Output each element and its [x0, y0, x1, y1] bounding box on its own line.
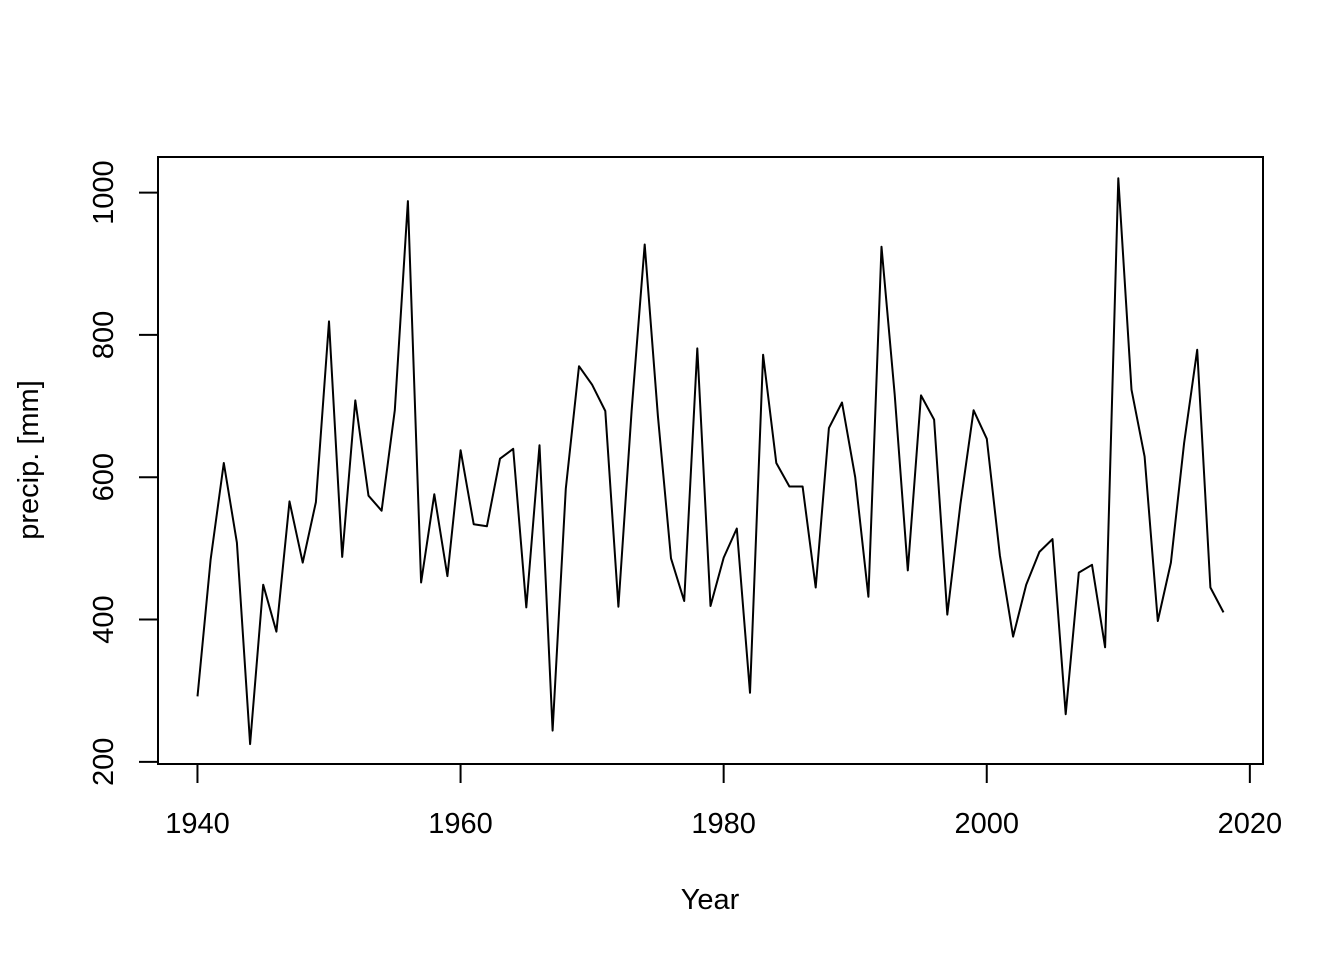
- y-tick-label: 400: [88, 595, 120, 643]
- y-tick-label: 200: [88, 738, 120, 786]
- x-axis: 1940 1960 1980 2000 2020: [165, 763, 1283, 840]
- x-tick-label: 2000: [954, 808, 1019, 840]
- precipitation-series-line: [196, 177, 1225, 746]
- x-axis-title: Year: [681, 884, 740, 916]
- y-tick-label: 1000: [88, 160, 120, 225]
- x-tick-label: 1980: [691, 808, 756, 840]
- y-tick-label: 600: [88, 453, 120, 501]
- x-tick-label: 1940: [165, 808, 230, 840]
- y-tick-label: 800: [88, 311, 120, 359]
- y-axis-title: precip. [mm]: [13, 380, 45, 540]
- x-tick-label: 2020: [1218, 808, 1283, 840]
- x-tick-label: 1960: [428, 808, 493, 840]
- plot-frame: [157, 156, 1264, 765]
- y-axis: 200 400 600 800 1000: [88, 160, 159, 786]
